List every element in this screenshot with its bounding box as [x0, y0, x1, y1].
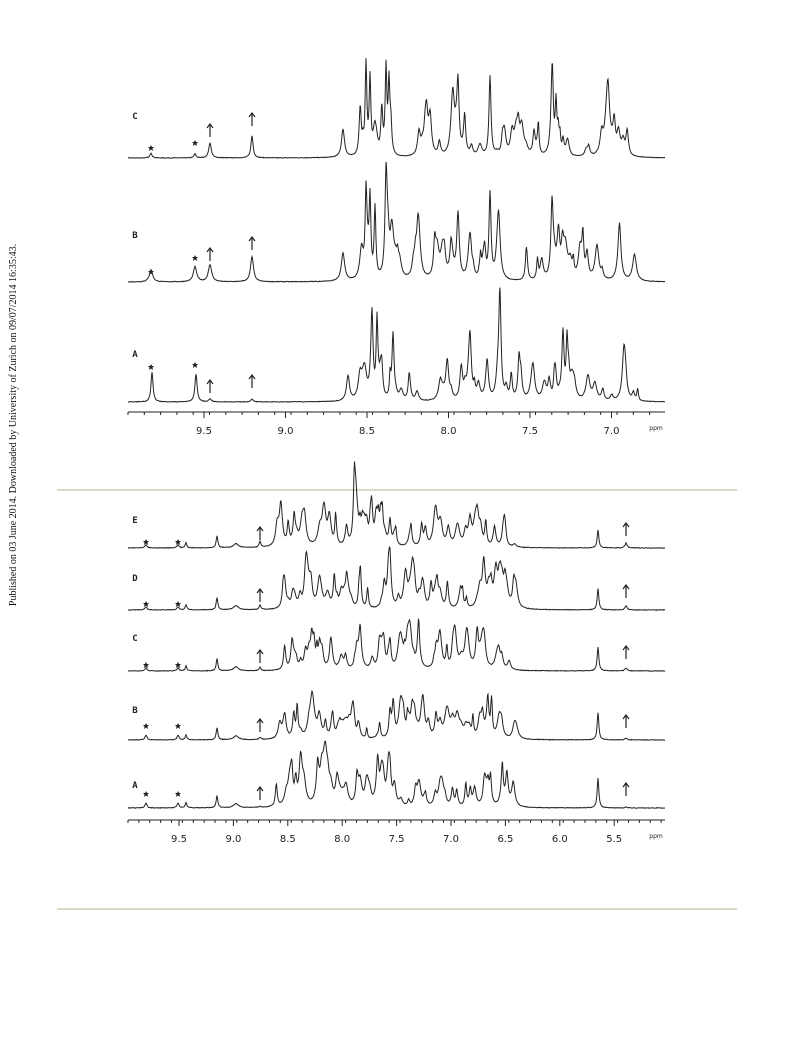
star-marker — [192, 362, 198, 368]
axis-unit: ppm — [649, 833, 663, 840]
arrow-head — [206, 123, 214, 129]
side-note: Published on 03 June 2014. Downloaded by… — [8, 244, 19, 606]
axis-label: 8.0 — [441, 426, 457, 437]
axis-label: 7.5 — [389, 834, 405, 845]
arrow-head — [256, 718, 264, 724]
star-marker — [148, 145, 154, 151]
star-marker — [148, 364, 154, 370]
star-marker — [148, 269, 154, 275]
star-marker — [175, 539, 181, 545]
arrow-head — [622, 782, 630, 788]
arrow-head — [256, 649, 264, 655]
spectrum — [127, 58, 666, 159]
arrow-head — [256, 786, 264, 792]
spectrum — [127, 287, 665, 403]
axis-label: 5.5 — [606, 834, 622, 845]
spectrum — [127, 546, 666, 611]
axis-label: 8.5 — [359, 426, 375, 437]
arrow-head — [206, 247, 214, 253]
star-marker — [143, 601, 149, 607]
arrow-head — [248, 112, 256, 118]
arrow-head — [622, 584, 630, 590]
trace-label: C — [132, 634, 137, 644]
star-marker — [175, 662, 181, 668]
star-marker — [143, 539, 149, 545]
star-marker — [143, 723, 149, 729]
spectrum — [127, 689, 666, 741]
trace-label: A — [132, 781, 138, 791]
star-marker — [175, 601, 181, 607]
trace-label: A — [132, 350, 138, 360]
axis-label: 7.5 — [522, 426, 538, 437]
axis-label: 6.0 — [552, 834, 568, 845]
arrow-head — [206, 379, 214, 385]
arrow-head — [622, 522, 630, 528]
star-marker — [175, 723, 181, 729]
arrow-head — [622, 714, 630, 720]
arrow-head — [256, 588, 264, 594]
axis-label: 7.0 — [604, 426, 620, 437]
spectrum — [127, 618, 666, 672]
axis-label: 8.0 — [334, 834, 350, 845]
spectrum — [128, 161, 665, 283]
axis-label: 9.5 — [171, 834, 187, 845]
axis-label: 9.0 — [225, 834, 241, 845]
axis-label: 8.5 — [280, 834, 296, 845]
spectrum — [127, 461, 665, 549]
trace-label: B — [132, 231, 138, 241]
trace-label: B — [132, 706, 138, 716]
axis-label: 9.0 — [278, 426, 294, 437]
axis-label: 6.5 — [497, 834, 513, 845]
arrow-head — [248, 236, 256, 242]
trace-label: D — [132, 574, 138, 584]
star-marker — [192, 255, 198, 261]
arrow-head — [622, 645, 630, 651]
star-marker — [143, 662, 149, 668]
trace-label: C — [132, 112, 137, 122]
arrow-head — [256, 526, 264, 532]
star-marker — [175, 791, 181, 797]
trace-label: E — [132, 516, 137, 526]
spectrum — [127, 740, 666, 809]
arrow-head — [248, 374, 256, 380]
axis-label: 9.5 — [196, 426, 212, 437]
axis-unit: ppm — [649, 425, 663, 432]
axis-label: 7.0 — [443, 834, 459, 845]
star-marker — [143, 791, 149, 797]
star-marker — [192, 140, 198, 146]
